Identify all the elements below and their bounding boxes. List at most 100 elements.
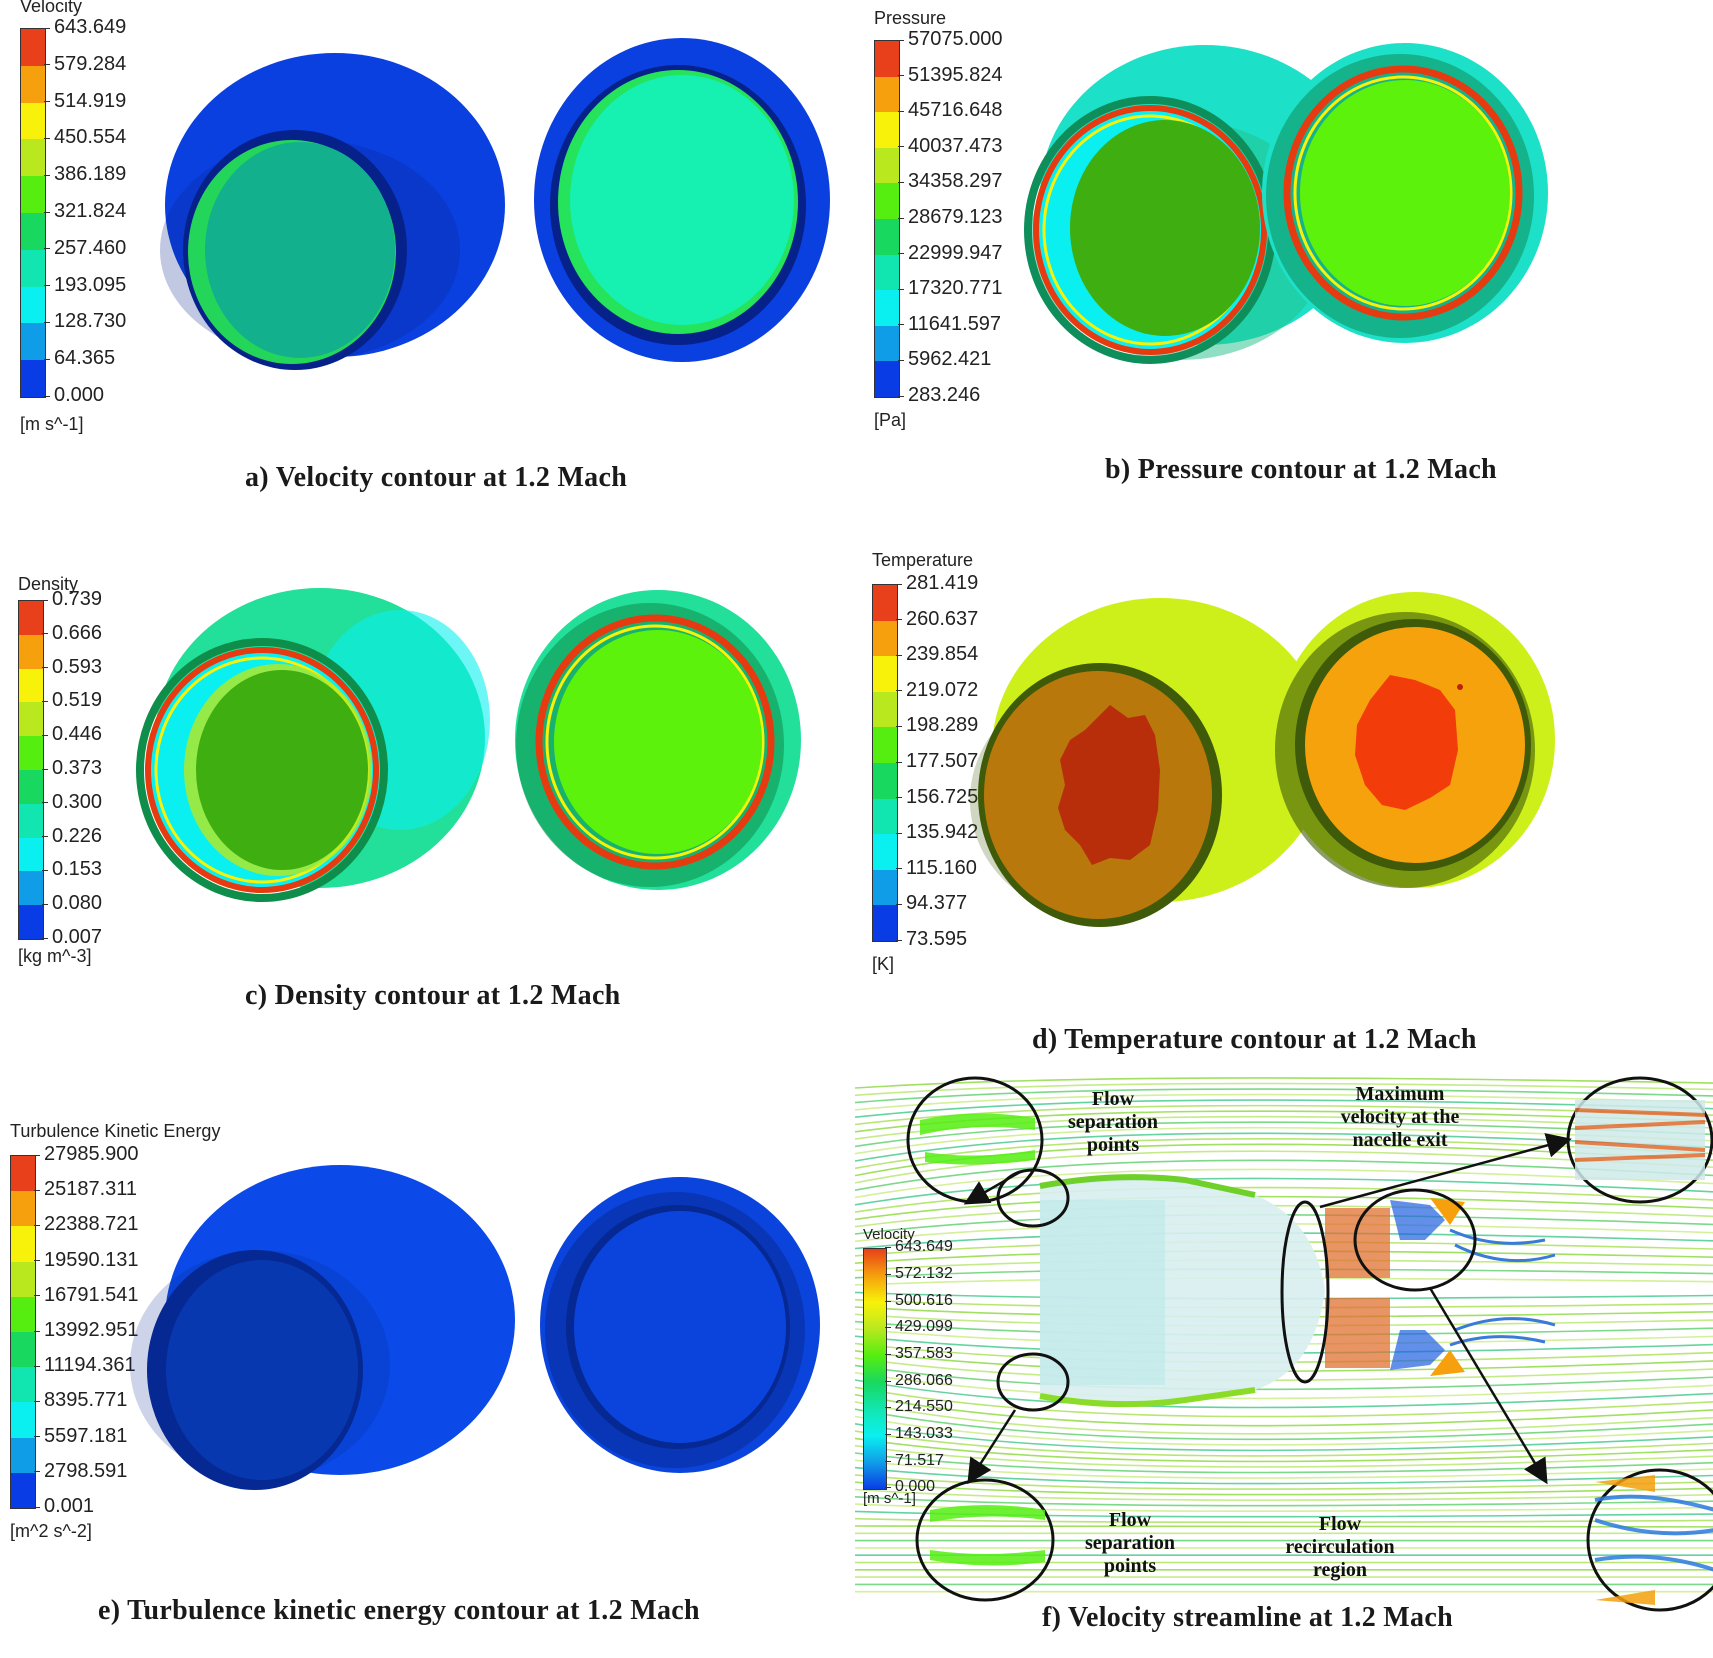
colorbar-band (11, 1156, 35, 1192)
legend-tick-label: 643.649 (885, 1238, 953, 1256)
legend-tick-label: 214.550 (885, 1398, 953, 1416)
legend-tick-label: 177.507 (895, 750, 979, 772)
legend-tick-label: 0.593 (41, 655, 103, 678)
callout-top-left (906, 1076, 1044, 1204)
legend-tick-label: 28679.123 (898, 206, 1003, 228)
caption-e: e) Turbulence kinetic energy contour at … (98, 1595, 700, 1626)
panel-velocity-streamline: Flow separation points Maximum velocity … (854, 1076, 1713, 1658)
annot-line: Flow (1109, 1509, 1152, 1531)
annotation-top-left: Flow separation points (1068, 1088, 1158, 1156)
arrow-to-bottom-right (1428, 1287, 1548, 1485)
legend-tick-label: 283.246 (897, 384, 981, 406)
colorbar-band (21, 102, 45, 140)
legend-tick-label: 0.666 (41, 621, 103, 644)
legend-colorbar (872, 584, 898, 942)
streamline (854, 1415, 1713, 1446)
caption-d: d) Temperature contour at 1.2 Mach (1032, 1024, 1477, 1055)
legend-unit: [m s^-1] (863, 1490, 916, 1507)
ring-inner-band (1293, 75, 1513, 311)
streamline (854, 1371, 1713, 1400)
temperature-legend: Temperature 281.419 260.637 239.854 219.072… (872, 550, 1022, 990)
legend-unit: [m s^-1] (20, 414, 84, 434)
nacelle-front-view (540, 1177, 820, 1473)
annot-line: Flow (1092, 1088, 1135, 1110)
density-legend: Density 0.739 0.666 0.593 0.519 0.446 0.373 0.… (18, 574, 148, 994)
streamline (854, 1437, 1713, 1463)
colorbar-band (875, 290, 899, 326)
colorbar-band (11, 1296, 35, 1333)
annotation-bottom-right: Flow recirculation region (1285, 1513, 1394, 1581)
legend-colorbar (874, 40, 900, 398)
legend-tick-label: 143.033 (885, 1425, 953, 1443)
streamline (854, 1423, 1713, 1452)
colorbar-band (873, 834, 897, 870)
legend-tick-label: 5962.421 (897, 348, 992, 371)
legend-title: Temperature (872, 550, 974, 570)
legend-tick-label: 193.095 (43, 273, 127, 296)
colorbar-band (21, 29, 45, 66)
colorbar-band (873, 762, 897, 799)
legend-tick-label: 22999.947 (898, 241, 1003, 264)
colorbar-band (21, 139, 45, 177)
front-face (554, 630, 762, 854)
streamline (854, 1401, 1713, 1435)
annot-line: Maximum (1356, 1083, 1445, 1105)
legend-tick-label: 0.300 (41, 790, 103, 813)
legend-tick-label: 321.824 (43, 200, 127, 222)
streamline (854, 1186, 1713, 1213)
annot-line: points (1104, 1555, 1156, 1577)
colorbar-band (19, 769, 43, 804)
legend-unit: [Pa] (874, 410, 907, 430)
streamline (854, 1379, 1713, 1409)
legend-tick-label: 643.649 (43, 16, 127, 38)
legend-colorbar (10, 1155, 36, 1509)
tke-legend: Turbulence Kinetic Energy 27985.900 25187… (10, 1121, 250, 1551)
callout-marker-nacelle-exit (1280, 1200, 1330, 1384)
ring-inner-band (545, 624, 765, 860)
streamline (854, 1082, 1713, 1097)
callout-contents (920, 1100, 1713, 1605)
colorbar-band (11, 1226, 35, 1262)
legend-unit: [m^2 s^-2] (10, 1521, 92, 1541)
legend-tick-label: 281.419 (895, 572, 979, 594)
legend-tick-label: 13992.951 (34, 1319, 139, 1341)
colorbar-band (21, 176, 45, 213)
high-pressure-ring (1283, 65, 1523, 321)
legend-colorbar (863, 1248, 887, 1490)
annot-line: points (1087, 1134, 1139, 1156)
callout-marker-recirculation (1353, 1188, 1477, 1292)
caption-b: b) Pressure contour at 1.2 Mach (1105, 454, 1497, 485)
high-density-ring (535, 614, 775, 870)
legend-tick-label: 0.373 (41, 757, 103, 779)
colorbar-band (11, 1261, 35, 1297)
front-face (570, 75, 794, 325)
legend-tick-label: 198.289 (895, 714, 979, 737)
legend-tick-label: 156.725 (895, 785, 979, 808)
streamline (854, 1159, 1713, 1191)
legend-tick-label: 73.595 (895, 928, 968, 950)
annot-line: velocity at the (1341, 1106, 1460, 1128)
streamline (854, 1408, 1713, 1441)
colorbar-band (875, 41, 899, 77)
legend-tick-label: 45716.648 (898, 99, 1003, 122)
streamline (854, 1150, 1713, 1184)
legend-tick-label: 57075.000 (898, 28, 1003, 50)
colorbar-band (21, 360, 45, 397)
legend-colorbar (20, 28, 46, 398)
legend-unit: [kg m^-3] (18, 946, 92, 966)
streamline (854, 1168, 1713, 1199)
front-face (574, 1211, 786, 1443)
colorbar-band (19, 736, 43, 770)
legend-tick-label: 0.739 (41, 588, 103, 610)
legend-tick-label: 94.377 (895, 892, 968, 915)
colorbar-band (873, 585, 897, 621)
hot-core (1355, 675, 1458, 810)
legend-tick-label: 40037.473 (898, 134, 1003, 157)
caption-c: c) Density contour at 1.2 Mach (245, 980, 621, 1011)
nacelle-side-view (970, 598, 1328, 927)
front-face (1300, 80, 1510, 306)
panel-pressure-contour: Pressure 57075.000 51395.824 45716.648 4003… (860, 0, 1713, 500)
legend-tick-label: 128.730 (43, 310, 127, 333)
legend-tick-label: 0.446 (41, 723, 103, 746)
annot-line: nacelle exit (1353, 1129, 1448, 1151)
